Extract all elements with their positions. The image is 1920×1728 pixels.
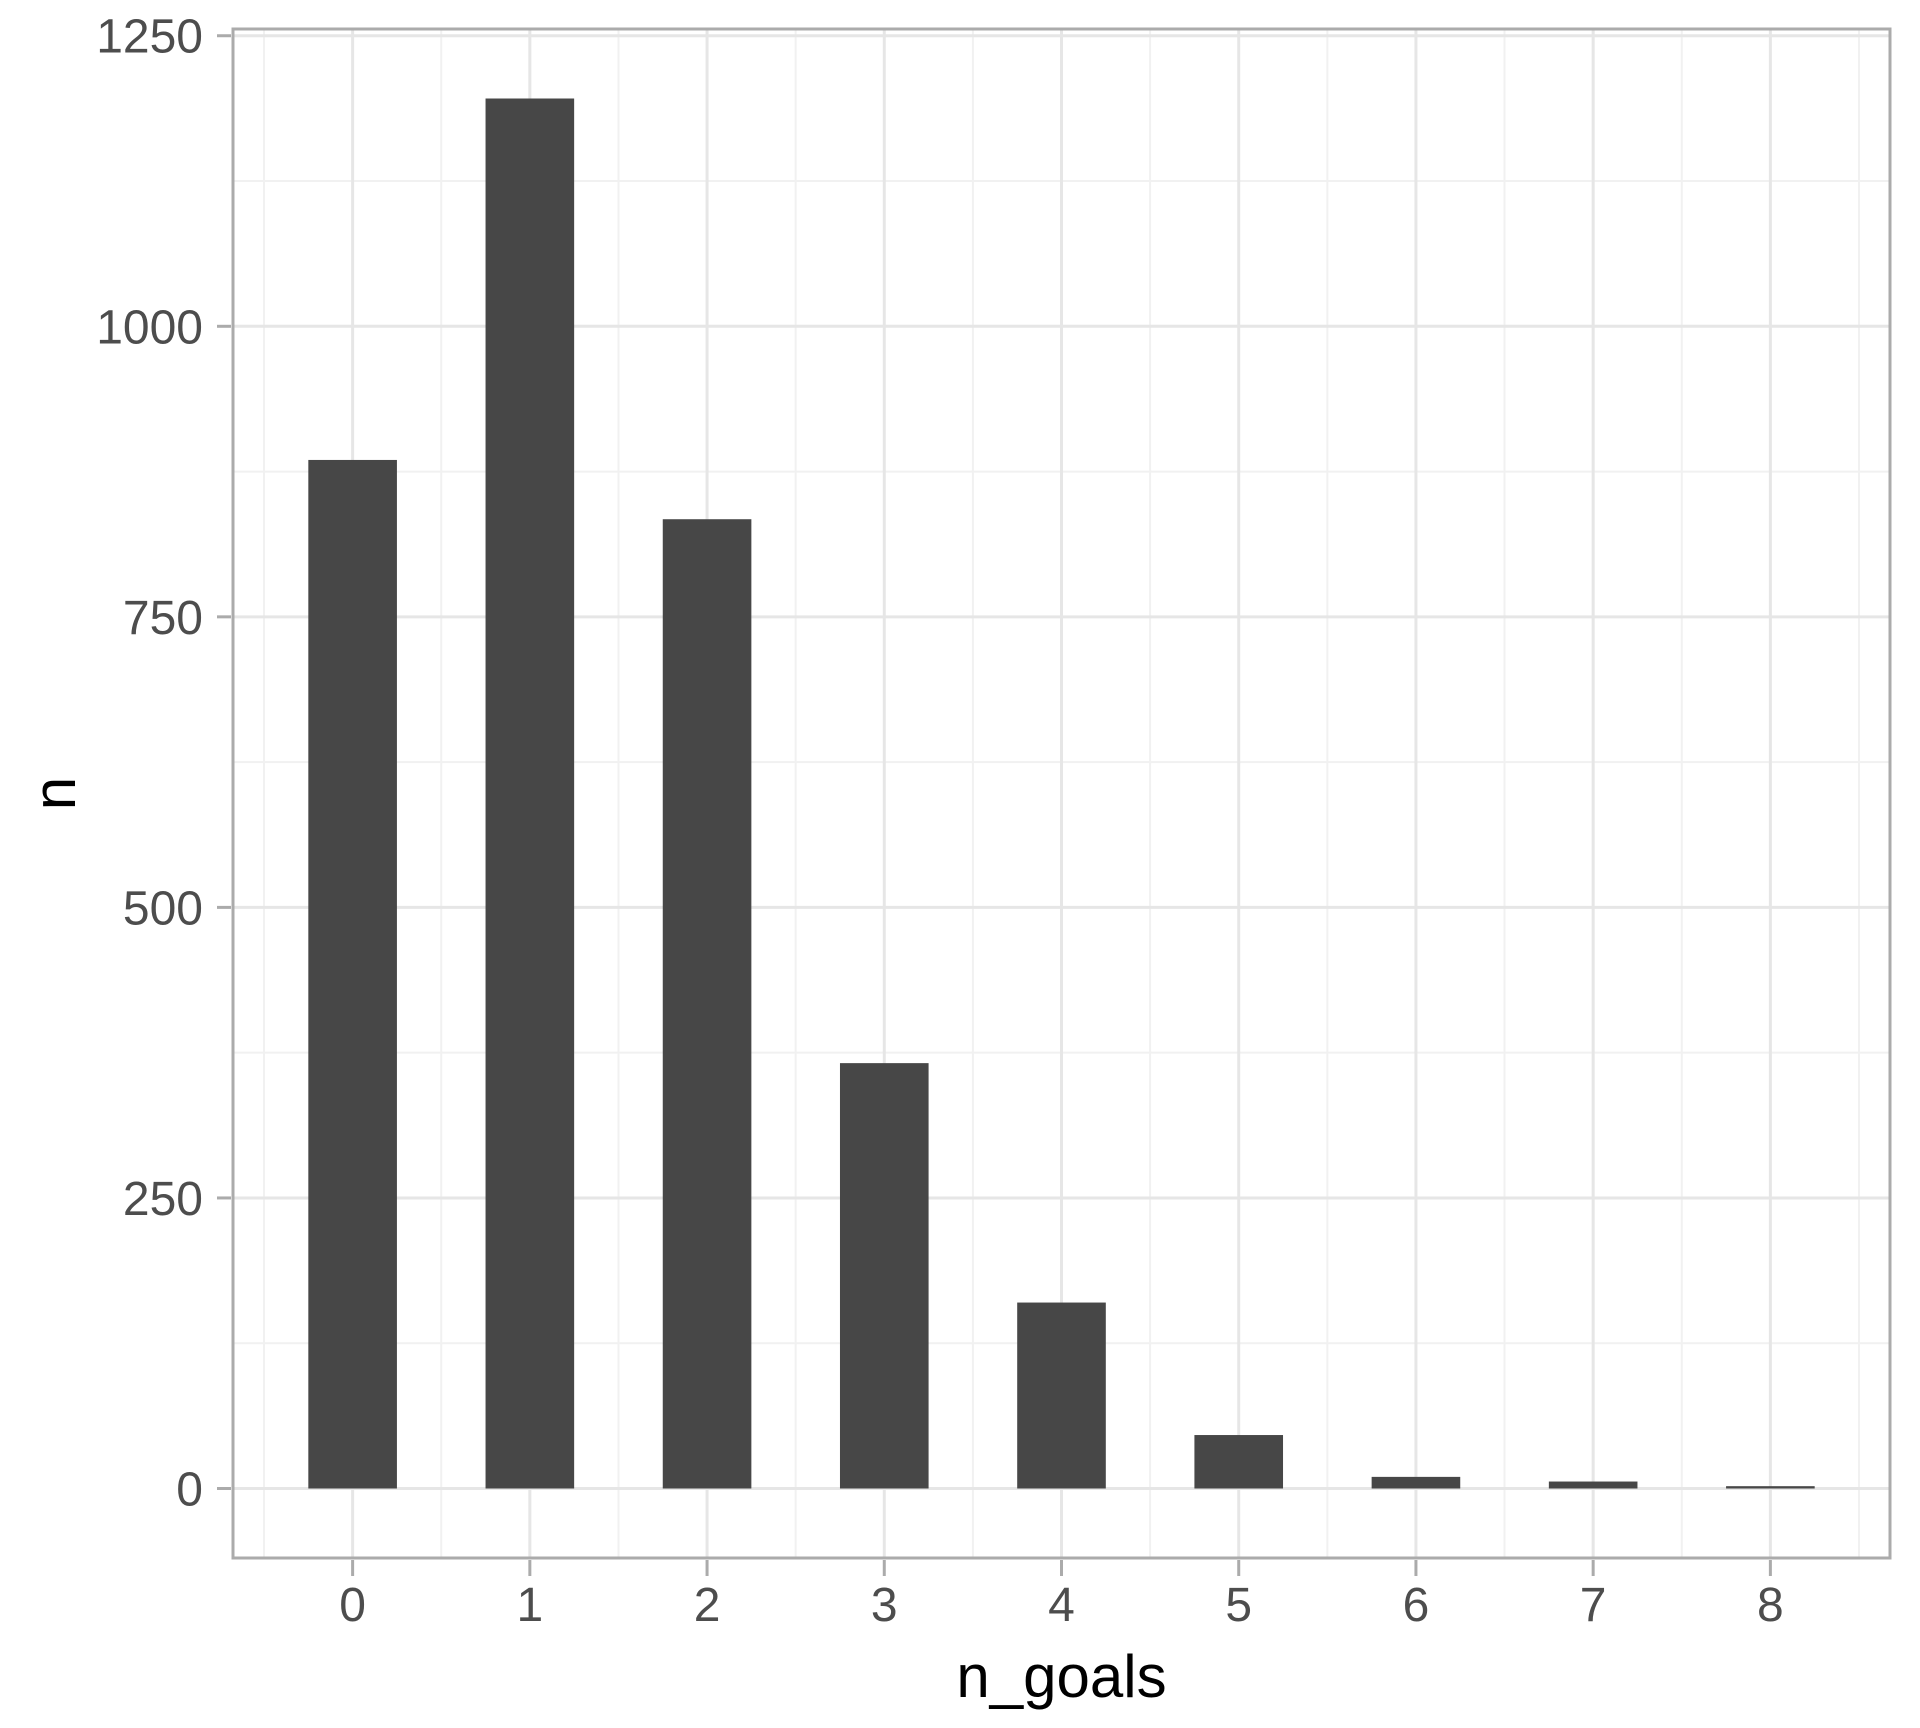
bar-n_goals-0 [308,459,397,1489]
x-tick-label: 2 [694,1579,721,1632]
y-axis-tick-labels: 0 250 500 750 1000 1250 [96,11,203,1517]
y-tick-label: 500 [123,882,203,935]
x-tick-label: 4 [1048,1579,1075,1632]
bars [308,98,1815,1489]
panel-border [231,27,1892,1560]
y-tick-label: 1250 [96,11,203,64]
y-tick-label: 250 [123,1173,203,1226]
y-tick-label: 0 [176,1464,203,1517]
axis-tick-marks [217,34,1772,1576]
y-axis-title: n [21,777,88,810]
x-tick-label: 1 [516,1579,543,1632]
x-tick-label: 0 [339,1579,366,1632]
x-axis-tick-labels: 0 1 2 3 4 5 6 7 8 [339,1579,1783,1632]
bar-n_goals-7 [1548,1481,1638,1489]
bar-n_goals-8 [1726,1486,1815,1489]
bar-n_goals-6 [1371,1476,1461,1489]
y-tick-label: 1000 [96,301,203,354]
x-tick-label: 7 [1580,1579,1607,1632]
x-tick-label: 8 [1757,1579,1784,1632]
bar-n_goals-1 [485,98,575,1489]
x-tick-label: 6 [1403,1579,1430,1632]
bar-n_goals-3 [839,1063,929,1489]
y-tick-label: 750 [123,592,203,645]
bar-n_goals-5 [1194,1435,1284,1489]
bar-n_goals-4 [1017,1302,1106,1489]
x-axis-title: n_goals [956,1643,1166,1710]
bar-n_goals-2 [662,519,752,1489]
x-tick-label: 5 [1225,1579,1252,1632]
x-tick-label: 3 [871,1579,898,1632]
